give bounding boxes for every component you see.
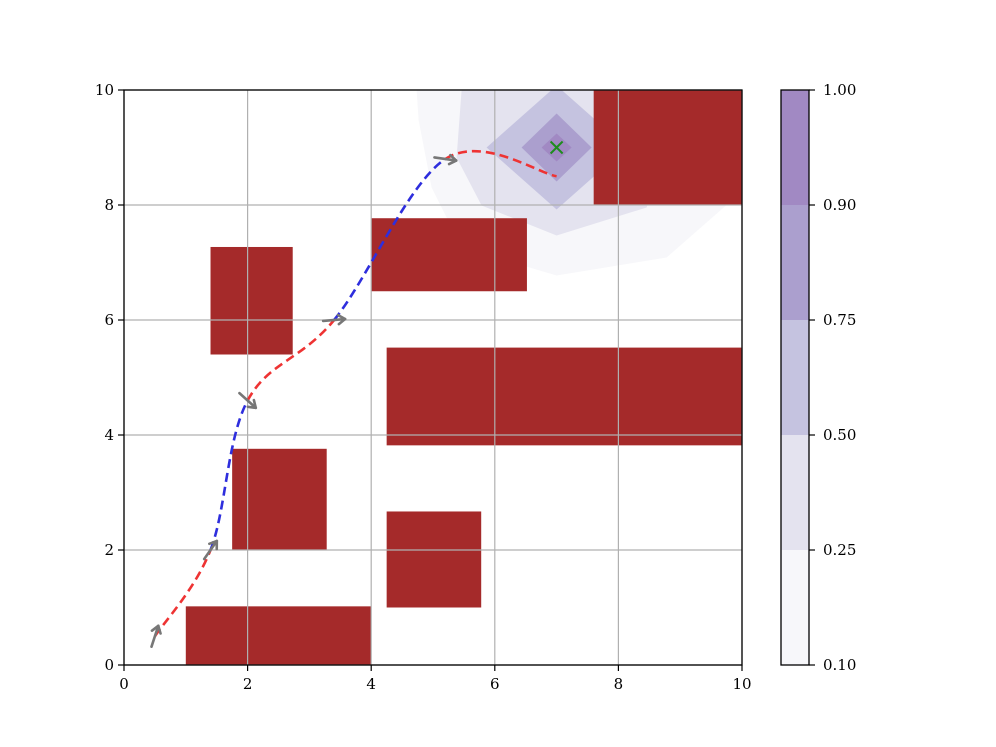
x-tick-label: 8 xyxy=(614,675,624,693)
colorbar-frame xyxy=(780,89,810,666)
path-segment xyxy=(444,149,557,178)
obstacle xyxy=(232,448,327,550)
obstacle xyxy=(593,90,742,205)
heading-arrow xyxy=(433,153,458,166)
colorbar-band xyxy=(781,550,809,665)
y-tick-label: 10 xyxy=(95,81,114,99)
colorbar-ticks: 0.10 0.25 0.50 0.75 0.90 1.00 xyxy=(809,81,856,674)
goal-marker xyxy=(549,140,564,155)
colorbar-band xyxy=(781,90,809,205)
arrow-head xyxy=(150,624,162,635)
path-segment xyxy=(246,319,336,402)
obstacle xyxy=(185,606,372,665)
plot-frame xyxy=(123,89,743,666)
heading-arrow xyxy=(321,313,347,326)
heading-arrow xyxy=(150,624,162,649)
arrow-head xyxy=(246,398,258,410)
colorbar-band xyxy=(781,435,809,550)
x-axis-ticks: 0 2 4 6 8 10 xyxy=(119,665,752,693)
colorbar-band xyxy=(781,205,809,320)
arrow-shaft xyxy=(321,317,347,323)
colorbar-tick-label: 0.25 xyxy=(823,541,856,559)
goal-marker-group xyxy=(549,140,564,155)
colorbar-band xyxy=(781,320,809,435)
y-axis-ticks: 0 2 4 6 8 10 xyxy=(95,81,124,674)
x-tick-label: 6 xyxy=(490,675,500,693)
obstacle xyxy=(386,511,482,608)
x-tick-label: 4 xyxy=(366,675,376,693)
arrow-head xyxy=(208,539,219,551)
y-tick-label: 2 xyxy=(104,541,114,559)
path-segment xyxy=(333,157,447,321)
heading-arrow xyxy=(238,391,258,410)
colorbar-tick-label: 1.00 xyxy=(823,81,856,99)
path-segment xyxy=(209,399,249,551)
goal-stroke xyxy=(549,140,564,155)
arrow-head xyxy=(336,313,347,326)
arrow-head xyxy=(447,153,458,166)
x-tick-label: 2 xyxy=(243,675,253,693)
colorbar xyxy=(781,90,809,665)
arrow-shaft xyxy=(150,624,160,649)
y-tick-label: 4 xyxy=(104,426,114,444)
heading-arrows xyxy=(150,153,458,649)
y-tick-label: 0 xyxy=(104,656,114,674)
obstacle xyxy=(210,246,293,355)
obstacle xyxy=(386,347,742,446)
arrow-shaft xyxy=(202,539,219,561)
colorbar-tick-label: 0.10 xyxy=(823,656,856,674)
colorbar-tick-label: 0.75 xyxy=(823,311,856,329)
y-tick-label: 8 xyxy=(104,196,114,214)
arrow-shaft xyxy=(433,156,458,162)
colorbar-tick-label: 0.90 xyxy=(823,196,856,214)
heading-arrow xyxy=(202,539,219,561)
obstacle xyxy=(371,218,527,292)
x-tick-label: 10 xyxy=(732,675,751,693)
x-tick-label: 0 xyxy=(119,675,129,693)
arrow-shaft xyxy=(238,391,258,410)
colorbar-tick-label: 0.50 xyxy=(823,426,856,444)
y-tick-label: 6 xyxy=(104,311,114,329)
